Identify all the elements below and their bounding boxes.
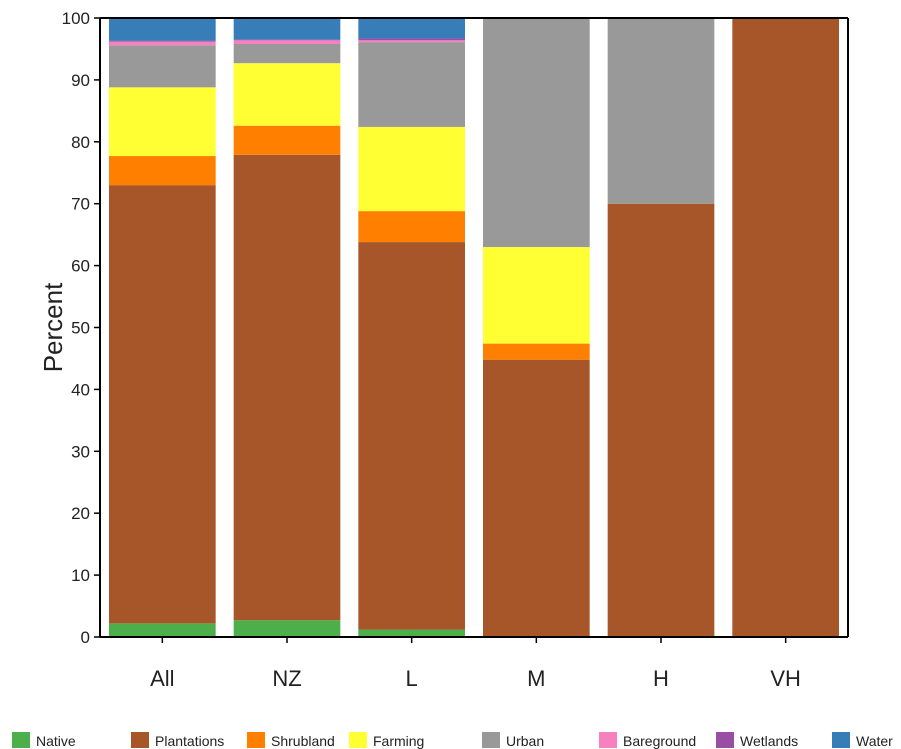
bar-segment-urban-all [109,45,216,88]
bar-segment-wetlands-nz [233,39,341,41]
x-tick-label: VH [770,666,801,691]
x-tick-label: H [653,666,669,691]
y-tick-label: 50 [71,319,90,338]
legend-label-wetlands: Wetlands [740,733,798,749]
bar-segment-native-all [109,623,216,637]
bar-segment-shrubland-all [109,156,216,186]
y-tick-label: 10 [71,566,90,585]
legend: Native Plantations Shrubland Farming Urban Ba… [12,732,893,749]
bar-segment-farming-m [483,247,590,344]
y-tick-label: 80 [71,133,90,152]
bar-segment-plantations-nz [233,154,341,621]
bar-segment-water-l [358,18,465,39]
bar-segment-farming-l [358,126,465,212]
legend-label-bareground: Bareground [623,733,696,749]
bar-segment-plantations-all [109,185,216,624]
bar-segment-bareground-l [358,40,465,43]
bar-segment-native-nz [233,620,341,637]
bar-segment-wetlands-all [109,40,216,42]
bar-segment-urban-m [483,18,590,248]
bar-segment-water-nz [233,18,341,40]
legend-label-shrubland: Shrubland [271,733,335,749]
y-tick-label: 90 [71,71,90,90]
bar-segment-native-l [358,629,465,637]
legend-label-plantations: Plantations [155,733,224,749]
bar-segment-shrubland-l [358,211,465,243]
bar-segment-bareground-nz [233,40,341,44]
legend-label-farming: Farming [373,733,424,749]
legend-swatch-plantations [131,732,149,748]
bar-segment-water-all [109,18,216,41]
x-tick-label: M [527,666,545,691]
legend-label-native: Native [36,733,76,749]
y-tick-label: 40 [71,380,90,399]
bar-segment-farming-nz [233,63,341,126]
legend-swatch-native [12,732,30,748]
y-tick-label: 20 [71,504,90,523]
y-axis-label: Percent [38,282,68,372]
legend-label-urban: Urban [506,733,544,749]
legend-swatch-shrubland [247,732,265,748]
bar-segment-plantations-m [483,359,590,637]
x-tick-label: L [406,666,418,691]
bar-segment-plantations-l [358,242,465,630]
legend-swatch-urban [482,732,500,748]
y-tick-label: 100 [62,9,90,28]
bars-layer [109,18,839,637]
bar-segment-urban-h [607,18,715,204]
x-tick-label: All [150,666,174,691]
y-tick-label: 0 [81,628,90,647]
axes: All NZ L M H VH 0 10 20 30 40 50 60 70 80 90 100 Percent [38,9,849,691]
legend-swatch-bareground [599,732,617,748]
y-tick-label: 60 [71,257,90,276]
bar-segment-urban-nz [233,44,341,64]
bar-segment-farming-all [109,87,216,157]
bar-segment-shrubland-m [483,343,590,360]
bar-segment-shrubland-nz [233,125,341,155]
legend-label-water: Water [856,733,893,749]
legend-swatch-farming [349,732,367,748]
bar-segment-bareground-all [109,41,216,46]
legend-swatch-wetlands [716,732,734,748]
bar-segment-plantations-vh [732,18,839,637]
y-tick-label: 30 [71,442,90,461]
bar-segment-wetlands-l [358,38,465,41]
x-tick-label: NZ [272,666,301,691]
y-tick-label: 70 [71,195,90,214]
bar-segment-urban-l [358,42,465,127]
bar-segment-plantations-h [607,203,715,637]
legend-swatch-water [832,732,850,748]
